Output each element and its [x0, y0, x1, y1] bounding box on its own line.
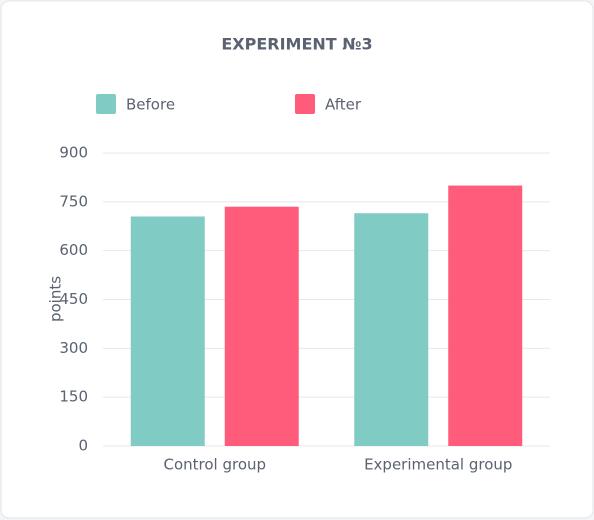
bar	[354, 213, 429, 446]
y-tick-label: 600	[59, 241, 88, 259]
y-tick-label: 450	[59, 290, 88, 308]
x-tick-label: Experimental group	[364, 456, 512, 474]
y-tick-label: 300	[59, 339, 88, 357]
legend-label: After	[325, 96, 362, 114]
y-axis-label: points	[47, 276, 65, 322]
legend-swatch	[96, 94, 116, 114]
bar	[448, 185, 523, 447]
y-tick-label: 750	[59, 192, 88, 210]
x-tick-label: Control group	[163, 456, 266, 474]
bar	[224, 206, 299, 446]
chart-title: EXPERIMENT №3	[221, 35, 372, 54]
legend-swatch	[295, 94, 315, 114]
bar	[130, 216, 205, 446]
y-tick-label: 0	[78, 437, 88, 455]
y-tick-label: 150	[59, 388, 88, 406]
y-tick-label: 900	[59, 144, 88, 162]
legend-label: Before	[126, 96, 175, 114]
